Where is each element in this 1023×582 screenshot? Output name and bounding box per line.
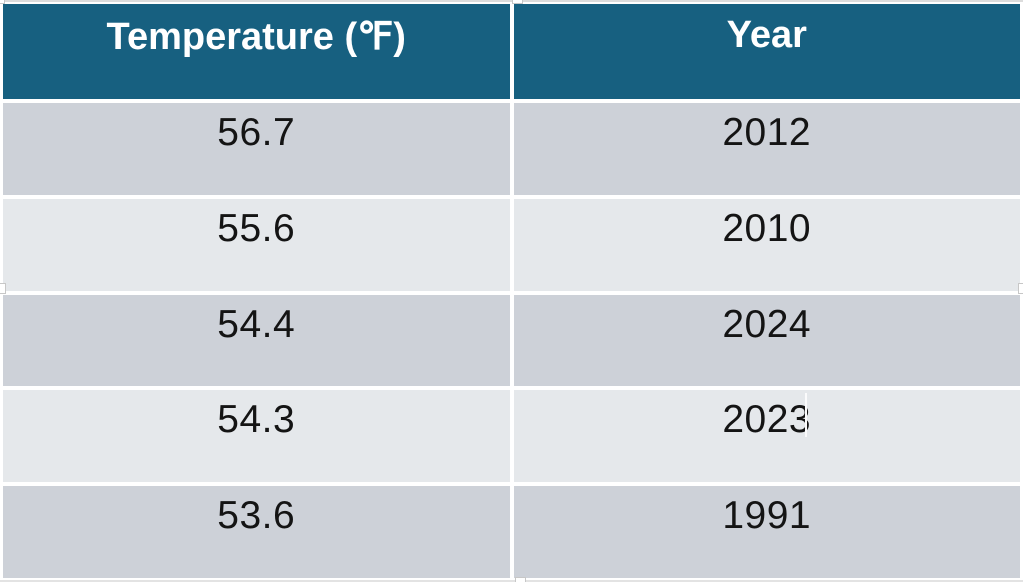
cell-year[interactable]: 2012	[513, 103, 1020, 195]
cell-temperature[interactable]: 55.6	[3, 198, 510, 291]
cell-year[interactable]: 2010	[513, 198, 1020, 291]
table-row: 56.7 2012	[3, 103, 1020, 195]
canvas-top-edge	[0, 0, 1023, 2]
data-table: Temperature (℉) Year 56.7 2012 55.6 2010…	[0, 4, 1023, 578]
selection-handle-right[interactable]	[1018, 283, 1023, 294]
text-caret	[805, 393, 807, 437]
selection-handle-bottom[interactable]	[515, 577, 526, 582]
selection-handle-top-left[interactable]	[0, 0, 5, 4]
table-row: 53.6 1991	[3, 486, 1020, 578]
cell-temperature[interactable]: 53.6	[3, 486, 510, 578]
cell-temperature[interactable]: 54.3	[3, 390, 510, 483]
selection-handle-left[interactable]	[0, 283, 6, 294]
table-row: 55.6 2010	[3, 198, 1020, 291]
canvas-bottom-edge	[0, 580, 1023, 582]
selection-handle-top[interactable]	[512, 0, 523, 4]
header-cell-year[interactable]: Year	[513, 4, 1020, 99]
cell-year[interactable]: 2024	[513, 294, 1020, 387]
cell-year[interactable]: 1991	[513, 486, 1020, 578]
table-header-row: Temperature (℉) Year	[3, 4, 1020, 99]
cell-year[interactable]: 2023	[513, 390, 1020, 483]
table-row: 54.4 2024	[3, 294, 1020, 387]
header-cell-temperature[interactable]: Temperature (℉)	[3, 4, 510, 99]
table-row: 54.3 2023	[3, 390, 1020, 483]
cell-temperature[interactable]: 54.4	[3, 294, 510, 387]
cell-temperature[interactable]: 56.7	[3, 103, 510, 195]
